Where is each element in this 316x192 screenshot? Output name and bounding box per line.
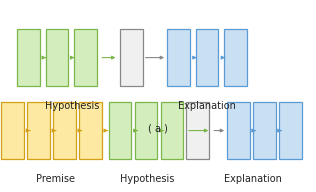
Text: Explanation: Explanation [178, 101, 236, 111]
FancyBboxPatch shape [17, 29, 40, 86]
FancyBboxPatch shape [279, 102, 302, 159]
Text: Explanation: Explanation [224, 174, 282, 184]
FancyBboxPatch shape [46, 29, 68, 86]
FancyBboxPatch shape [1, 102, 24, 159]
FancyBboxPatch shape [224, 29, 247, 86]
FancyBboxPatch shape [53, 102, 76, 159]
FancyBboxPatch shape [227, 102, 250, 159]
FancyBboxPatch shape [196, 29, 218, 86]
Text: Premise: Premise [36, 174, 75, 184]
FancyBboxPatch shape [186, 102, 209, 159]
FancyBboxPatch shape [27, 102, 50, 159]
Text: ( a ): ( a ) [148, 124, 168, 134]
FancyBboxPatch shape [167, 29, 190, 86]
FancyBboxPatch shape [74, 29, 97, 86]
Text: Hypothesis: Hypothesis [120, 174, 174, 184]
FancyBboxPatch shape [120, 29, 143, 86]
Text: Hypothesis: Hypothesis [46, 101, 100, 111]
FancyBboxPatch shape [161, 102, 183, 159]
FancyBboxPatch shape [253, 102, 276, 159]
FancyBboxPatch shape [79, 102, 102, 159]
FancyBboxPatch shape [109, 102, 131, 159]
FancyBboxPatch shape [135, 102, 157, 159]
